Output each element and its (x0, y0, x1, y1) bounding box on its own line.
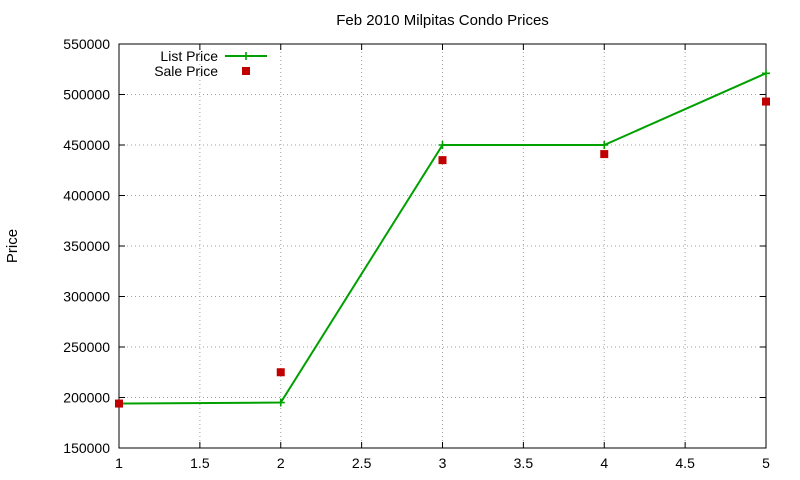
x-tick-label: 2 (277, 455, 285, 471)
data-point (762, 69, 770, 78)
x-tick-label: 5 (762, 455, 770, 471)
series-line (118, 72, 767, 405)
x-tick-labels: 1 1.5 2 2.5 3 3.5 4 4.5 5 (115, 455, 770, 471)
y-axis-label: Price (4, 229, 21, 263)
y-tick-label: 250000 (63, 339, 110, 355)
legend-marker (242, 52, 250, 60)
y-tick-label: 150000 (63, 440, 110, 456)
grid-lines (119, 44, 766, 448)
y-tick-label: 350000 (63, 238, 110, 254)
y-tick-label: 400000 (63, 188, 110, 204)
data-point (762, 97, 770, 106)
data-point (600, 150, 609, 159)
legend: List Price Sale Price (154, 48, 267, 79)
data-point (276, 368, 285, 377)
x-tick-label: 3 (439, 455, 447, 471)
data-point (115, 399, 123, 408)
data-point (438, 141, 447, 149)
y-tick-label: 500000 (63, 87, 110, 103)
axis-ticks (118, 43, 767, 449)
x-tick-label: 3.5 (514, 455, 534, 471)
legend-marker (242, 67, 250, 75)
y-tick-labels: 150000 200000 250000 300000 350000 400000 4500… (63, 36, 110, 456)
y-tick-label: 550000 (63, 36, 110, 52)
series (115, 69, 770, 408)
data-point (276, 398, 285, 407)
x-tick-label: 1 (115, 455, 123, 471)
data-point (438, 156, 447, 165)
y-tick-label: 200000 (63, 390, 110, 406)
legend-label-sale-price: Sale Price (154, 63, 218, 79)
x-tick-label: 4 (600, 455, 608, 471)
series-sale-price (115, 97, 770, 408)
data-point (600, 141, 609, 149)
x-tick-label: 4.5 (675, 455, 695, 471)
chart-title: Feb 2010 Milpitas Condo Prices (336, 12, 549, 29)
x-tick-label: 1.5 (190, 455, 210, 471)
y-tick-label: 450000 (63, 137, 110, 153)
x-tick-label: 2.5 (352, 455, 372, 471)
y-tick-label: 300000 (63, 289, 110, 305)
legend-label-list-price: List Price (160, 48, 218, 64)
